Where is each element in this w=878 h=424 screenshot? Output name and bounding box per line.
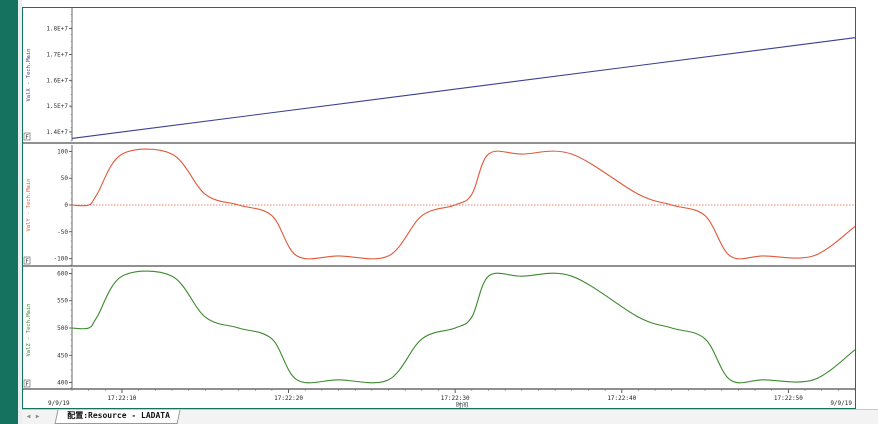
x-axis-label: 时间 bbox=[456, 401, 468, 409]
panel-marker-box[interactable] bbox=[23, 132, 31, 141]
date-left-label: 9/9/19 bbox=[48, 400, 70, 407]
tab-label: 配置:Resource - LADATA bbox=[67, 411, 170, 420]
y-tick-label: 500 bbox=[57, 325, 68, 332]
y-tick-label: -50 bbox=[57, 229, 68, 236]
y-tick-label: 600 bbox=[57, 270, 68, 277]
y-tick-label: 0 bbox=[64, 202, 68, 209]
x-tick-label: 17:22:50 bbox=[774, 395, 803, 402]
y-axis-label: ValX - Tech.Main bbox=[26, 49, 32, 102]
series-line-1[interactable] bbox=[71, 37, 856, 139]
y-axis-label: ValZ - Tech.Main bbox=[26, 304, 32, 357]
x-tick-label: 17:22:40 bbox=[607, 395, 636, 402]
y-tick-label: 50 bbox=[61, 175, 69, 182]
y-tick-label: 400 bbox=[57, 380, 68, 387]
panel-marker-box[interactable] bbox=[23, 256, 31, 265]
y-tick-label: 450 bbox=[57, 352, 68, 359]
panel-marker-label: F bbox=[25, 134, 29, 141]
tab-resource-ladata[interactable]: 配置:Resource - LADATA bbox=[54, 410, 181, 424]
y-tick-label: 1.6E+7 bbox=[46, 77, 68, 84]
right-margin bbox=[856, 0, 878, 424]
panel-marker-label: F bbox=[25, 381, 29, 388]
tab-scroll-left-icon[interactable]: ◀ bbox=[26, 413, 31, 420]
y-tick-label: 1.5E+7 bbox=[46, 103, 68, 110]
left-strip bbox=[18, 0, 22, 424]
panel-marker-box[interactable] bbox=[23, 379, 31, 388]
y-tick-label: 1.7E+7 bbox=[46, 51, 68, 58]
y-tick-label: 1.4E+7 bbox=[46, 129, 68, 136]
chart-frame bbox=[22, 7, 856, 409]
series-line-3[interactable] bbox=[71, 270, 856, 384]
sheet-tab-bar: ◀ ▶ 配置:Resource - LADATA bbox=[22, 409, 878, 424]
tab-scroll-right-icon[interactable]: ▶ bbox=[35, 413, 40, 420]
y-tick-label: -100 bbox=[54, 256, 69, 263]
y-tick-label: 550 bbox=[57, 298, 68, 305]
left-border bbox=[0, 0, 18, 424]
date-right-label: 9/9/19 bbox=[830, 400, 852, 407]
x-tick-label: 17:22:20 bbox=[274, 395, 303, 402]
panel-marker-label: F bbox=[25, 258, 29, 265]
x-tick-label: 17:22:10 bbox=[108, 395, 137, 402]
series-line-2[interactable] bbox=[71, 148, 856, 260]
x-tick-label: 17:22:30 bbox=[441, 395, 470, 402]
y-tick-label: 1.8E+7 bbox=[46, 26, 68, 33]
y-tick-label: 100 bbox=[57, 148, 68, 155]
y-axis-label: ValY - Tech.Main bbox=[26, 179, 32, 232]
